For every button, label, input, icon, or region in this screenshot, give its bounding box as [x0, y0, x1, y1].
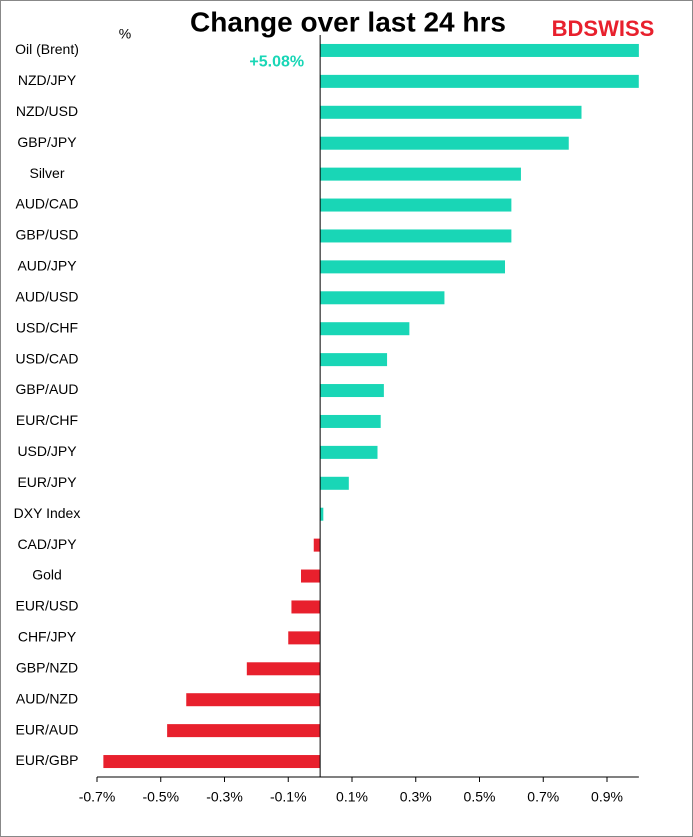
- category-label: EUR/USD: [15, 598, 78, 614]
- chart-title: Change over last 24 hrs: [190, 6, 506, 37]
- bar: [320, 260, 505, 274]
- bar: [320, 43, 639, 57]
- category-label: CAD/JPY: [17, 536, 77, 552]
- bar: [320, 353, 388, 367]
- bar: [320, 384, 384, 398]
- x-tick-label: -0.1%: [270, 789, 307, 805]
- bar: [320, 198, 512, 212]
- category-label: EUR/GBP: [15, 752, 78, 768]
- category-label: EUR/JPY: [17, 474, 77, 490]
- unit-label: %: [119, 26, 131, 42]
- x-tick-label: 0.9%: [591, 789, 623, 805]
- category-label: NZD/USD: [16, 103, 78, 119]
- x-tick-label: 0.7%: [527, 789, 559, 805]
- category-label: Oil (Brent): [15, 41, 79, 57]
- x-tick-label: 0.1%: [336, 789, 368, 805]
- bar: [320, 414, 381, 428]
- category-label: USD/CAD: [15, 350, 78, 366]
- bar: [320, 105, 582, 119]
- category-label: USD/JPY: [17, 443, 77, 459]
- x-tick-label: 0.3%: [400, 789, 432, 805]
- bars: [103, 43, 639, 769]
- category-label: DXY Index: [14, 505, 81, 521]
- category-label: USD/CHF: [16, 319, 78, 335]
- bar: [288, 631, 321, 645]
- bar: [320, 476, 349, 490]
- category-label: Silver: [29, 165, 64, 181]
- bar: [320, 74, 639, 88]
- category-label: AUD/USD: [15, 288, 78, 304]
- category-label: GBP/NZD: [16, 659, 78, 675]
- value-label: +5.08%: [249, 54, 304, 71]
- x-tick-label: -0.7%: [79, 789, 116, 805]
- bar: [301, 569, 321, 583]
- bar: [103, 755, 321, 769]
- bar: [246, 662, 321, 676]
- category-label: EUR/CHF: [16, 412, 78, 428]
- category-label: AUD/NZD: [16, 690, 78, 706]
- category-label: Gold: [32, 567, 62, 583]
- bar: [320, 445, 378, 459]
- category-label: AUD/JPY: [17, 258, 77, 274]
- bar: [186, 693, 321, 707]
- logo: BDSWISS: [552, 16, 655, 41]
- bar: [313, 538, 321, 552]
- bar: [320, 229, 512, 243]
- bar: [291, 600, 321, 614]
- bar: [320, 507, 324, 521]
- bar: [320, 136, 569, 150]
- category-label: GBP/USD: [15, 227, 78, 243]
- bar: [167, 724, 321, 738]
- category-label: GBP/JPY: [17, 134, 77, 150]
- category-label: GBP/AUD: [15, 381, 78, 397]
- x-tick-label: 0.5%: [464, 789, 496, 805]
- x-tick-label: -0.5%: [142, 789, 179, 805]
- x-tick-label: -0.3%: [206, 789, 243, 805]
- category-label: AUD/CAD: [15, 196, 78, 212]
- category-label: CHF/JPY: [18, 629, 77, 645]
- bar: [320, 167, 521, 181]
- category-label: NZD/JPY: [18, 72, 77, 88]
- bar: [320, 291, 445, 305]
- bar: [320, 322, 410, 336]
- category-label: EUR/AUD: [15, 721, 78, 737]
